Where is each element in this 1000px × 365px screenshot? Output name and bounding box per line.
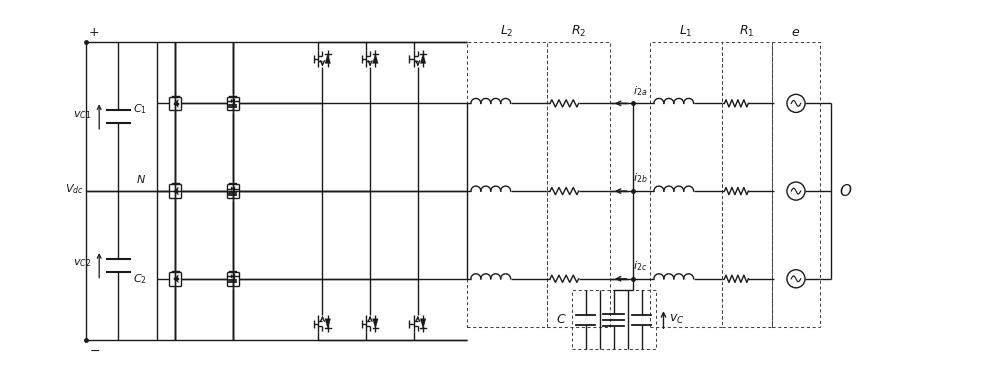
Polygon shape [373,54,378,64]
Polygon shape [231,187,234,191]
Polygon shape [420,54,426,64]
Polygon shape [174,104,178,107]
Text: $C_1$: $C_1$ [133,102,147,116]
Polygon shape [420,319,426,328]
Polygon shape [174,187,178,191]
Polygon shape [231,99,234,103]
Polygon shape [174,191,178,195]
Polygon shape [325,54,331,64]
Bar [467,42,547,327]
Text: $V_{dc}$: $V_{dc}$ [65,182,84,196]
Text: $C_2$: $C_2$ [133,272,147,286]
Polygon shape [231,274,234,278]
Polygon shape [174,275,178,278]
Text: $L_1$: $L_1$ [679,23,693,39]
Bar [722,42,772,327]
Text: $v_C$: $v_C$ [669,313,685,326]
Text: $i_{2c}$: $i_{2c}$ [633,259,647,273]
Text: $v_{C2}$: $v_{C2}$ [73,258,91,269]
Text: $R_2$: $R_2$ [571,23,586,39]
Text: $i_{2a}$: $i_{2a}$ [633,84,647,98]
Text: $-$: $-$ [89,343,100,357]
Bar [547,42,610,327]
Bar [772,42,820,327]
Text: $N$: $N$ [136,173,146,185]
Text: $R_1$: $R_1$ [739,23,755,39]
Text: $L_2$: $L_2$ [500,23,514,39]
Polygon shape [325,319,331,328]
Text: $i_{2b}$: $i_{2b}$ [633,172,648,185]
Text: $O$: $O$ [839,183,852,199]
Text: $C$: $C$ [556,313,566,326]
Bar [650,42,722,327]
Polygon shape [373,319,378,328]
Text: +: + [89,26,99,39]
Text: $e$: $e$ [791,26,801,39]
Polygon shape [174,99,178,103]
Polygon shape [174,279,178,283]
Bar [572,290,656,349]
Text: $v_{C1}$: $v_{C1}$ [73,109,91,121]
